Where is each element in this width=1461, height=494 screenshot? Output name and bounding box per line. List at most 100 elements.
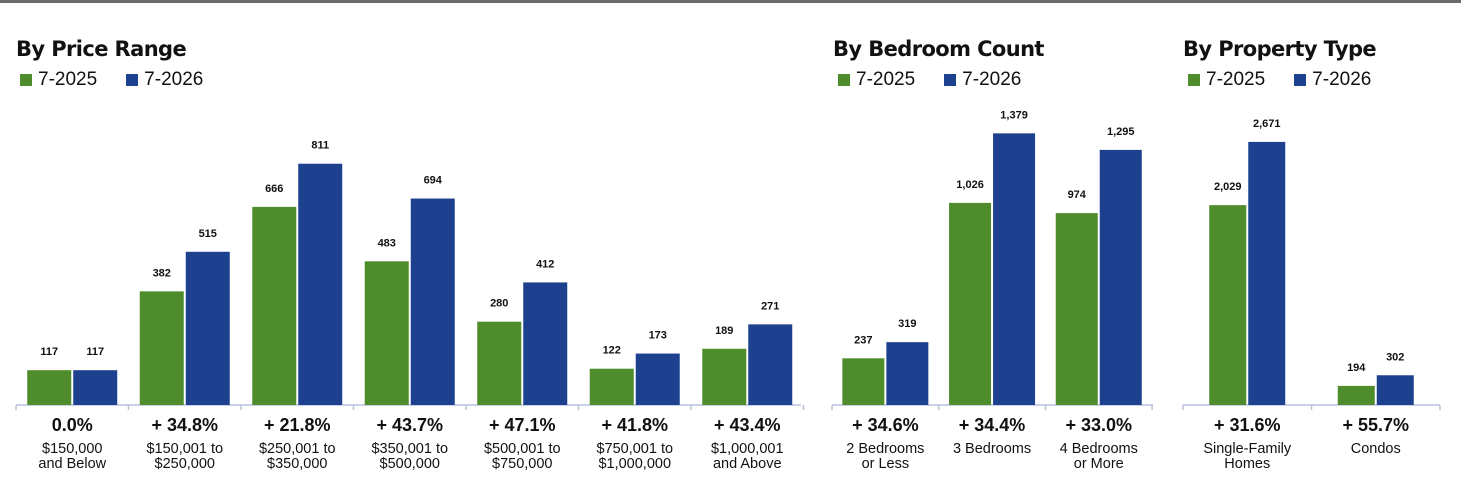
category-label: $350,001 to bbox=[371, 441, 448, 457]
category-label: $150,000 bbox=[42, 441, 102, 457]
category-label: or Less bbox=[862, 456, 910, 472]
bar-2025 bbox=[477, 321, 522, 405]
legend-label-2026: 7-2026 bbox=[962, 69, 1022, 90]
category-label: or More bbox=[1074, 456, 1124, 472]
bar-2026 bbox=[886, 342, 929, 405]
legend-swatch-2025 bbox=[1188, 74, 1200, 86]
bar-value-label: 271 bbox=[761, 300, 779, 312]
bar-2026 bbox=[1248, 141, 1286, 405]
bar-2026 bbox=[635, 353, 680, 405]
panel-title: By Price Range bbox=[16, 37, 187, 61]
bar-2026 bbox=[185, 251, 230, 405]
bar-value-label: 1,379 bbox=[1000, 109, 1028, 121]
bar-value-label: 173 bbox=[649, 330, 667, 342]
percent-change-label: + 34.4% bbox=[959, 415, 1026, 435]
percent-change-label: + 34.8% bbox=[151, 415, 218, 435]
legend: 7-2025 7-2026 bbox=[20, 69, 232, 91]
bar-value-label: 122 bbox=[603, 345, 621, 357]
legend-label-2025: 7-2025 bbox=[38, 69, 98, 90]
percent-change-label: + 41.8% bbox=[601, 415, 668, 435]
legend-label-2025: 7-2025 bbox=[1206, 69, 1266, 90]
legend: 7-2025 7-2026 bbox=[1188, 69, 1400, 91]
top-rule bbox=[0, 0, 1461, 3]
bar-value-label: 302 bbox=[1386, 351, 1404, 363]
legend-swatch-2026 bbox=[1294, 74, 1307, 86]
category-label: Homes bbox=[1224, 456, 1270, 472]
bedroom-count-panel: By Bedroom Count 7-2025 7-2026 237 319 + 3… bbox=[820, 0, 1160, 494]
category-label: Single-Family bbox=[1203, 441, 1292, 457]
legend-item-2026: 7-2026 bbox=[1294, 69, 1371, 91]
bar-value-label: 319 bbox=[898, 318, 916, 330]
bar-2026 bbox=[73, 370, 118, 405]
bar-value-label: 666 bbox=[265, 183, 283, 195]
legend-label-2025: 7-2025 bbox=[856, 69, 916, 90]
category-label: $500,000 bbox=[380, 456, 440, 472]
bar-2025 bbox=[949, 202, 992, 405]
legend-label-2026: 7-2026 bbox=[1312, 69, 1372, 90]
bar-value-label: 382 bbox=[153, 267, 171, 279]
percent-change-label: + 21.8% bbox=[264, 415, 331, 435]
category-label: $1,000,001 bbox=[711, 441, 784, 457]
bar-value-label: 483 bbox=[378, 237, 396, 249]
property-type-panel: By Property Type 7-2025 7-2026 2,029 2,67… bbox=[1170, 0, 1461, 494]
percent-change-label: + 31.6% bbox=[1214, 415, 1281, 435]
legend-label-2026: 7-2026 bbox=[144, 69, 204, 90]
percent-change-label: + 47.1% bbox=[489, 415, 556, 435]
category-label: $750,000 bbox=[492, 456, 552, 472]
bar-2025 bbox=[589, 368, 634, 405]
bar-value-label: 237 bbox=[854, 334, 872, 346]
bar-value-label: 412 bbox=[536, 258, 554, 270]
bar-2025 bbox=[1337, 385, 1375, 405]
bar-2025 bbox=[842, 358, 885, 405]
category-label: $500,001 to bbox=[484, 441, 561, 457]
category-label: $250,000 bbox=[155, 456, 215, 472]
bar-2025 bbox=[1055, 213, 1098, 405]
bar-value-label: 117 bbox=[86, 346, 104, 358]
category-label: Condos bbox=[1351, 441, 1401, 457]
bar-2025 bbox=[1209, 205, 1247, 405]
category-label: $1,000,000 bbox=[598, 456, 671, 472]
percent-change-label: + 33.0% bbox=[1065, 415, 1132, 435]
category-label: $150,001 to bbox=[146, 441, 223, 457]
bar-value-label: 2,671 bbox=[1253, 118, 1281, 130]
bar-2025 bbox=[364, 261, 409, 405]
legend-swatch-2025 bbox=[838, 74, 850, 86]
legend: 7-2025 7-2026 bbox=[838, 69, 1050, 91]
percent-change-label: + 43.7% bbox=[376, 415, 443, 435]
panel-title: By Property Type bbox=[1183, 37, 1377, 61]
bar-2026 bbox=[993, 133, 1036, 405]
category-label: 2 Bedrooms bbox=[846, 441, 924, 457]
bar-2026 bbox=[748, 324, 793, 405]
bar-2026 bbox=[298, 163, 343, 405]
category-label: and Below bbox=[38, 456, 106, 472]
percent-change-label: 0.0% bbox=[52, 415, 93, 435]
bar-value-label: 515 bbox=[199, 228, 217, 240]
price-range-panel: By Price Range 7-2025 7-2026 117 117 0.0% $… bbox=[15, 37, 805, 472]
category-label: and Above bbox=[713, 456, 782, 472]
bar-value-label: 974 bbox=[1068, 189, 1087, 201]
panel-title: By Bedroom Count bbox=[833, 37, 1044, 61]
bar-2025 bbox=[702, 348, 747, 405]
legend-item-2025: 7-2025 bbox=[1188, 69, 1265, 91]
category-label: 3 Bedrooms bbox=[953, 441, 1031, 457]
bar-value-label: 194 bbox=[1347, 362, 1366, 374]
bar-2026 bbox=[1099, 149, 1142, 405]
bar-value-label: 2,029 bbox=[1214, 181, 1242, 193]
legend-item-2025: 7-2025 bbox=[838, 69, 915, 91]
bar-2025 bbox=[139, 291, 184, 405]
bar-value-label: 280 bbox=[490, 298, 508, 310]
bar-value-label: 811 bbox=[311, 140, 329, 152]
bar-value-label: 189 bbox=[715, 325, 733, 337]
bar-2026 bbox=[523, 282, 568, 405]
bar-2026 bbox=[1376, 375, 1414, 405]
percent-change-label: + 34.6% bbox=[852, 415, 919, 435]
category-label: $250,001 to bbox=[259, 441, 336, 457]
legend-item-2026: 7-2026 bbox=[126, 69, 203, 91]
legend-item-2025: 7-2025 bbox=[20, 69, 97, 91]
legend-swatch-2026 bbox=[126, 74, 139, 86]
bar-value-label: 1,026 bbox=[956, 179, 984, 191]
percent-change-label: + 55.7% bbox=[1342, 415, 1409, 435]
